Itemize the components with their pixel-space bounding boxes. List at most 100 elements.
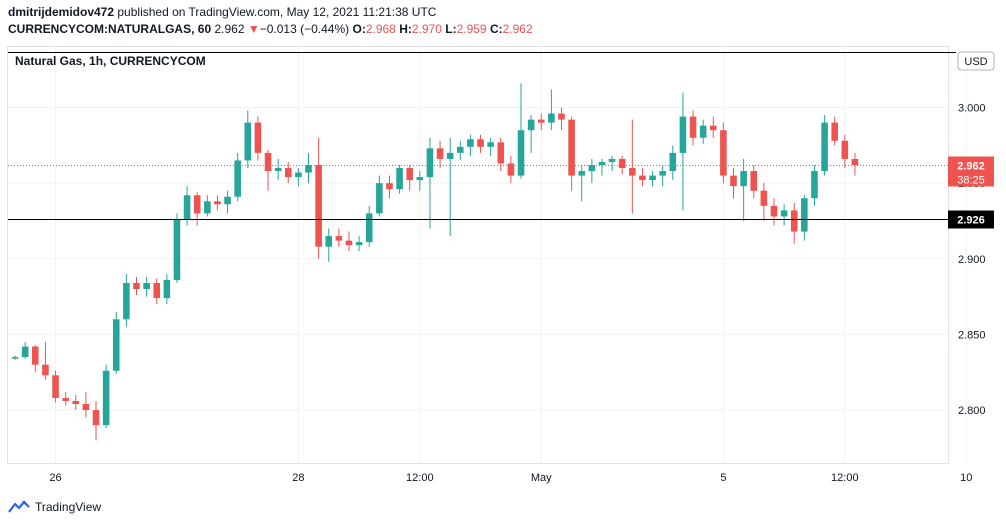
candle-body <box>548 113 555 123</box>
open-value: 2.968 <box>365 22 396 36</box>
candle-body <box>355 242 363 246</box>
hline-price-tag <box>948 210 994 229</box>
publish-info: dmitrijdemidov472 published on TradingVi… <box>8 5 436 19</box>
price-tick-label: 2.850 <box>958 329 986 341</box>
candle-body <box>72 400 80 405</box>
plot-border <box>7 46 949 464</box>
candle-body <box>183 195 191 220</box>
candle-body <box>32 346 39 365</box>
candle-body <box>315 164 322 247</box>
candle-body <box>436 148 444 159</box>
candle-body <box>740 171 747 187</box>
hline-price-label: 2.926 <box>957 215 985 227</box>
candle-body <box>133 282 140 290</box>
candle-body <box>335 236 343 241</box>
horizontal-lines <box>8 52 956 220</box>
candle-body <box>598 161 606 165</box>
published-text: published on TradingView.com, May 12, 20… <box>117 5 437 19</box>
candle-body <box>801 198 808 232</box>
candle-body <box>639 175 646 181</box>
candle-body <box>618 158 626 169</box>
candle-body <box>750 171 758 191</box>
candle-body <box>254 122 262 153</box>
candle-body <box>497 142 505 164</box>
tradingview-logo-icon <box>8 500 30 513</box>
candle-body <box>112 319 120 371</box>
time-tick-label: 10 <box>960 472 972 484</box>
candle-body <box>446 152 454 159</box>
currency-button[interactable]: USD <box>957 51 995 71</box>
candle-body <box>730 175 737 187</box>
candle-body <box>123 282 130 320</box>
candle-body <box>649 175 656 181</box>
legend-title: Natural Gas, 1h, CURRENCYCOM <box>15 54 206 68</box>
price-tick-label: 3.000 <box>958 103 986 115</box>
candle-body <box>821 122 828 172</box>
candle-body <box>214 201 221 205</box>
close-value: 2.962 <box>502 22 533 36</box>
candle-body <box>305 164 312 173</box>
candle-body <box>244 122 252 161</box>
publisher-user: dmitrijdemidov472 <box>8 5 115 19</box>
candle-body <box>396 168 403 190</box>
symbol-info: CURRENCYCOM:NATURALGAS, 60 2.962 ▼−0.013… <box>8 22 533 36</box>
candle-body <box>295 172 302 178</box>
candle-body <box>629 168 636 176</box>
candle-body <box>851 158 859 165</box>
candles <box>11 83 859 441</box>
candle-body <box>274 168 282 172</box>
candle-body <box>153 282 161 299</box>
candle-body <box>52 375 59 398</box>
candle-body <box>406 168 413 181</box>
candle-body <box>264 152 272 172</box>
candle-body <box>770 205 778 217</box>
candle-body <box>790 210 798 232</box>
candle-body <box>831 122 838 141</box>
price-tick-label: 2.900 <box>958 254 986 266</box>
candle-body <box>608 158 616 162</box>
footer-brand[interactable]: TradingView <box>8 500 101 514</box>
last-price: 2.962 <box>214 22 245 36</box>
chart-grid <box>8 47 967 463</box>
candle-body <box>578 171 586 176</box>
high-value: 2.970 <box>411 22 442 36</box>
candle-body <box>92 410 100 426</box>
candle-body <box>487 142 494 147</box>
price-change: −0.013 (−0.44%) <box>259 22 350 36</box>
candle-body <box>426 148 434 178</box>
candle-body <box>467 139 474 147</box>
candle-body <box>82 404 90 411</box>
candle-body <box>204 201 211 214</box>
candle-body <box>42 364 49 376</box>
footer-brand-label: TradingView <box>35 500 102 514</box>
candle-body <box>193 195 201 214</box>
candle-body <box>416 177 424 181</box>
candle-body <box>780 210 788 217</box>
candle-body <box>709 125 717 131</box>
price-tick-label: 2.800 <box>958 405 986 417</box>
candle-body <box>477 139 484 147</box>
candle-body <box>659 171 666 176</box>
candle-body <box>102 370 110 426</box>
candle-body <box>537 119 545 123</box>
candle-body <box>376 183 383 214</box>
time-tick-label: May <box>531 472 552 484</box>
candle-body <box>234 160 241 197</box>
candle-body <box>527 119 535 131</box>
low-value: 2.959 <box>456 22 487 36</box>
time-tick-label: 28 <box>292 472 304 484</box>
candle-body <box>62 397 69 401</box>
symbol-name: CURRENCYCOM:NATURALGAS, 60 <box>8 22 212 36</box>
currency-label: USD <box>964 56 987 68</box>
time-tick-label: 5 <box>720 472 726 484</box>
candle-body <box>11 357 19 359</box>
last-price-tag <box>948 156 994 187</box>
candle-body <box>163 279 171 299</box>
last-price-label: 2.962 <box>957 161 985 173</box>
candle-body <box>517 130 525 176</box>
candle-body <box>284 168 292 178</box>
candle-body <box>689 116 697 138</box>
